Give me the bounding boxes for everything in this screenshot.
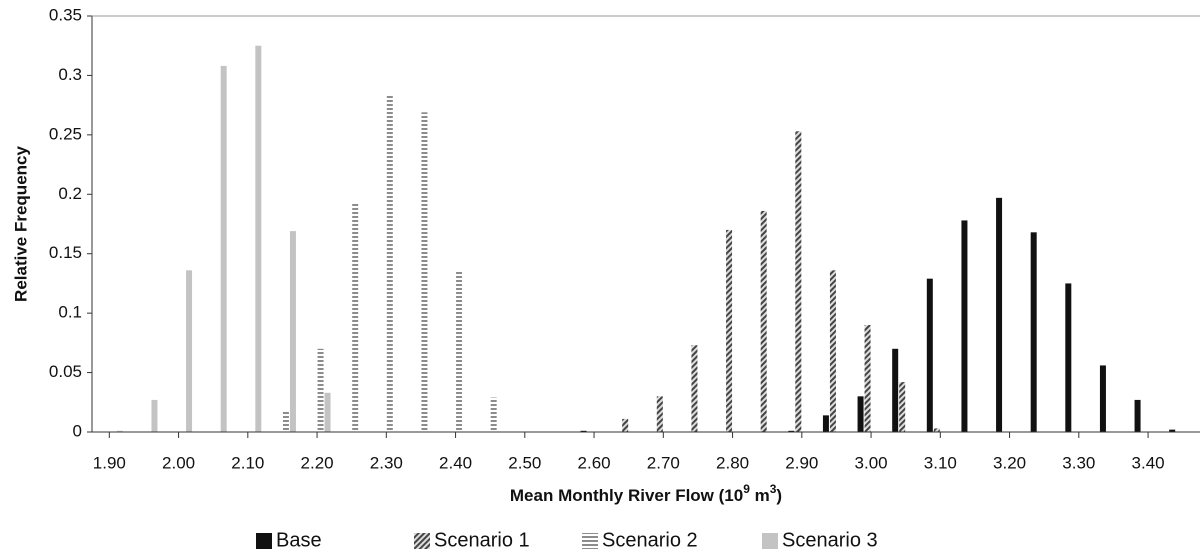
x-tick-label: 2.20 xyxy=(301,453,334,472)
x-tick-label: 2.10 xyxy=(231,453,264,472)
bar xyxy=(933,428,940,432)
y-tick-label: 0.35 xyxy=(49,5,82,24)
x-axis-title-sup: 9 xyxy=(743,482,750,496)
bar xyxy=(864,325,871,432)
x-axis-title-part: ) xyxy=(776,486,782,505)
x-axis-title-part: Mean Monthly River Flow (10 xyxy=(510,486,743,505)
x-axis-title: Mean Monthly River Flow (109 m3) xyxy=(510,482,782,505)
bar xyxy=(317,348,324,432)
bar xyxy=(961,220,968,432)
bar xyxy=(1134,399,1141,432)
x-tick-label: 3.10 xyxy=(924,453,957,472)
bar xyxy=(1099,365,1106,432)
bar xyxy=(857,396,864,432)
bar xyxy=(996,197,1003,432)
bar xyxy=(289,231,296,432)
bar xyxy=(822,415,829,432)
x-tick-label: 2.90 xyxy=(785,453,818,472)
bar xyxy=(691,345,698,432)
bar xyxy=(622,418,629,432)
x-tick-label: 2.70 xyxy=(647,453,680,472)
bar xyxy=(186,270,193,432)
y-tick-label: 0.3 xyxy=(58,65,82,84)
y-axis-title: Relative Frequency xyxy=(11,146,30,302)
x-axis-title-part: m xyxy=(750,486,770,505)
x-tick-label: 2.80 xyxy=(716,453,749,472)
x-tick-label: 2.50 xyxy=(508,453,541,472)
bar xyxy=(829,270,836,432)
bar xyxy=(1030,232,1037,432)
x-tick-label: 3.40 xyxy=(1132,453,1165,472)
bar xyxy=(788,430,795,432)
bar xyxy=(386,95,393,433)
x-axis-title-sup: 3 xyxy=(770,482,777,496)
x-tick-label: 3.00 xyxy=(855,453,888,472)
bar xyxy=(324,392,331,432)
y-tick-label: 0.1 xyxy=(58,303,82,322)
x-tick-label: 3.20 xyxy=(993,453,1026,472)
bar xyxy=(1065,283,1072,432)
bar xyxy=(580,430,587,432)
legend-swatch xyxy=(582,533,598,549)
bar xyxy=(795,131,802,432)
bar xyxy=(352,203,359,432)
y-tick-label: 0 xyxy=(73,421,82,440)
legend-label: Scenario 1 xyxy=(434,529,530,551)
legend-label: Scenario 2 xyxy=(602,529,698,551)
x-tick-label: 1.90 xyxy=(93,453,126,472)
bar xyxy=(899,382,906,432)
x-tick-label: 2.60 xyxy=(578,453,611,472)
y-tick-label: 0.15 xyxy=(49,243,82,262)
bar xyxy=(760,210,767,432)
x-tick-label: 2.30 xyxy=(370,453,403,472)
bar xyxy=(926,278,933,432)
legend-swatch xyxy=(762,533,778,549)
bar xyxy=(255,45,262,432)
y-tick-label: 0.2 xyxy=(58,184,82,203)
bar xyxy=(421,112,428,432)
bar xyxy=(456,270,463,432)
legend-label: Scenario 3 xyxy=(782,529,878,551)
bar xyxy=(220,65,227,433)
y-tick-label: 0.25 xyxy=(49,124,82,143)
bar xyxy=(892,348,899,432)
bar xyxy=(282,411,289,432)
y-tick-label: 0.05 xyxy=(49,362,82,381)
legend-swatch xyxy=(414,533,430,549)
x-tick-label: 2.40 xyxy=(439,453,472,472)
bar xyxy=(151,399,158,432)
bar xyxy=(490,397,497,432)
x-tick-label: 2.00 xyxy=(162,453,195,472)
bar xyxy=(1169,429,1176,432)
bar xyxy=(726,229,733,432)
x-tick-label: 3.30 xyxy=(1062,453,1095,472)
bar xyxy=(656,396,663,432)
legend-label: Base xyxy=(276,529,322,551)
bar xyxy=(116,430,123,432)
legend-swatch xyxy=(256,533,272,549)
